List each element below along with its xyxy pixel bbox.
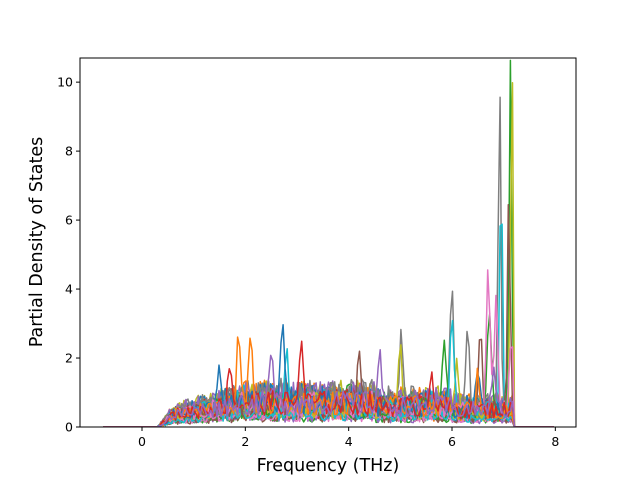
x-tick-label: 0: [138, 434, 146, 449]
series-layer: [103, 59, 554, 427]
y-tick-label: 10: [57, 75, 73, 90]
y-tick-label: 0: [65, 420, 73, 435]
y-axis-label: Partial Density of States: [27, 137, 47, 348]
y-tick-label: 8: [65, 144, 73, 159]
x-tick-label: 8: [551, 434, 559, 449]
y-tick-label: 4: [65, 282, 73, 297]
x-axis: 0 2 4 6 8: [138, 427, 559, 449]
plot-frame: [79, 57, 577, 428]
x-tick-label: 2: [241, 434, 249, 449]
y-tick-label: 6: [65, 213, 73, 228]
pdos-series-line: [103, 349, 554, 427]
x-axis-label: Frequency (THz): [257, 456, 400, 476]
x-tick-label: 6: [448, 434, 456, 449]
y-axis: 0 2 4 6 8 10: [57, 75, 80, 435]
y-tick-label: 2: [65, 351, 73, 366]
x-tick-label: 4: [345, 434, 353, 449]
